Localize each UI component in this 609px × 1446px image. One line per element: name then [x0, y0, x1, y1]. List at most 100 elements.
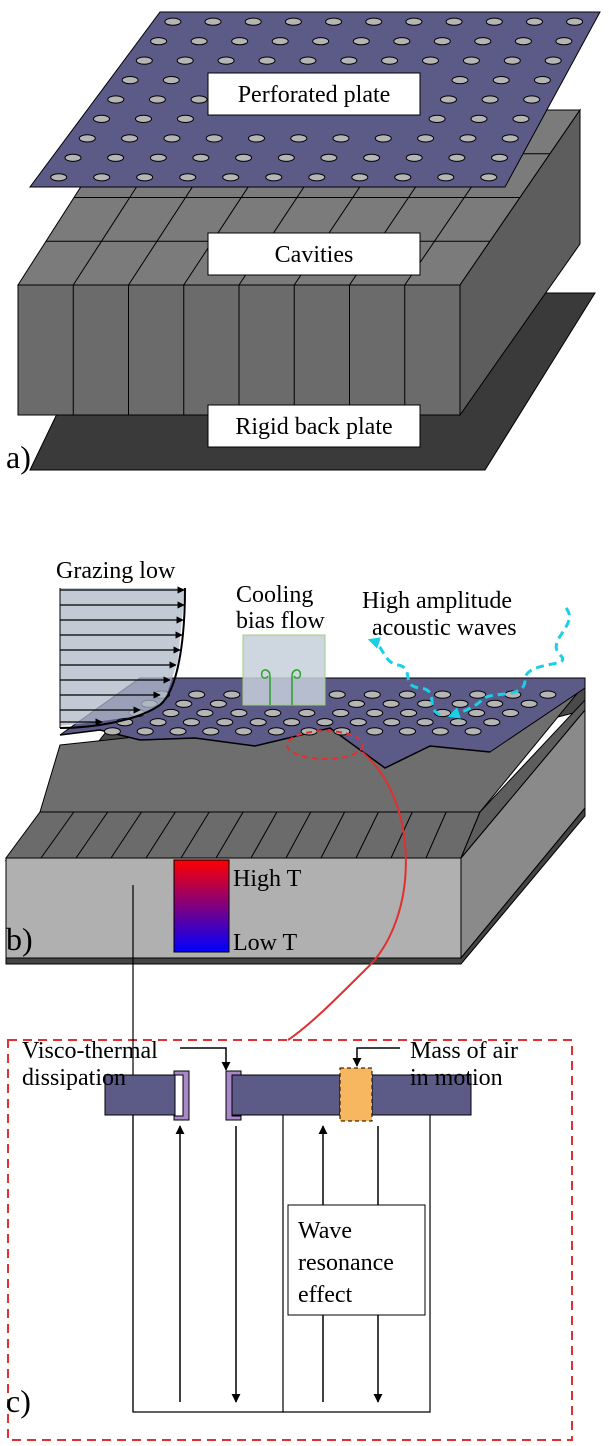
wave-resonance-label-3: effect — [298, 1282, 353, 1308]
perforation-hole — [469, 690, 487, 699]
perforation-hole — [366, 727, 384, 736]
acoustic-wave-incoming — [447, 607, 571, 719]
perforation-hole — [163, 134, 181, 143]
perforation-hole — [325, 17, 343, 26]
perforation-hole — [328, 690, 346, 699]
perforation-holes-b — [103, 690, 557, 736]
cavity-strip-line — [145, 811, 176, 859]
perforation-hole — [417, 134, 435, 143]
perforation-hole — [169, 727, 187, 736]
perforation-hole — [431, 727, 449, 736]
perforation-hole — [217, 56, 235, 65]
perforation-hole — [64, 153, 82, 162]
liner-base-strip — [5, 806, 586, 965]
cavity-strip-walls — [40, 811, 447, 859]
perforation-hole — [162, 76, 180, 85]
cavities-label: Cavities — [275, 242, 354, 268]
perforation-hole — [50, 173, 68, 182]
rigid-back-plate-label: Rigid back plate — [235, 414, 392, 440]
plate-segment-right — [371, 1074, 472, 1116]
perforation-hole — [474, 37, 492, 46]
cavity-strip-line — [425, 811, 447, 859]
cavity-strip-line — [250, 811, 278, 859]
cavity-strip-line — [390, 811, 413, 859]
perforation-hole — [179, 173, 197, 182]
perforation-hole — [470, 114, 488, 124]
panel-a: Perforated plate Cavities Rigid back pla… — [6, 11, 601, 475]
perforation-hole — [363, 153, 381, 162]
perforation-hole — [162, 708, 180, 718]
perforation-hole — [502, 708, 519, 718]
plate-segment-left — [104, 1074, 176, 1116]
perforation-hole — [93, 173, 111, 182]
perforation-hole — [121, 76, 139, 85]
zoom-frame — [7, 1039, 573, 1441]
cavity-strip-line — [180, 811, 210, 859]
cavity-strip-line — [355, 811, 379, 859]
perforation-hole — [428, 114, 446, 124]
perforation-hole — [258, 56, 276, 65]
perforation-hole — [462, 56, 480, 65]
perforation-hole — [451, 76, 469, 85]
perforation-hole — [459, 134, 477, 143]
perforation-hole — [363, 690, 381, 699]
perforation-hole — [483, 718, 501, 727]
panel-b-letter: b) — [6, 921, 33, 957]
perforation-hole — [332, 134, 350, 143]
grazing-flow-curve — [59, 587, 186, 729]
perforation-hole — [512, 114, 530, 124]
perforation-hole — [136, 173, 154, 182]
high-t-label: High T — [233, 866, 302, 892]
perforation-hole — [312, 37, 330, 46]
visco-layer-right — [225, 1070, 242, 1121]
perforation-hole — [523, 95, 541, 104]
perforation-hole — [176, 56, 194, 65]
perforation-hole — [492, 76, 510, 85]
perforation-hole — [150, 37, 168, 46]
low-t-label: Low T — [233, 930, 298, 956]
visco-layer-left — [173, 1070, 190, 1121]
grazing-flow-arrows — [60, 586, 185, 726]
perforation-hole — [320, 153, 338, 162]
perforation-hole — [433, 37, 451, 46]
perforation-hole — [175, 699, 193, 708]
perforation-hole — [188, 690, 206, 699]
cavity-strip-line — [320, 811, 346, 859]
perforation-hole — [445, 17, 463, 26]
perforation-hole — [196, 708, 214, 718]
air-mass-slug — [339, 1067, 373, 1122]
cooling-bias-flow-label-2: bias flow — [236, 608, 325, 634]
wave-resonance-box — [287, 1204, 426, 1316]
perforation-hole — [365, 17, 383, 26]
perforation-hole — [416, 718, 434, 727]
perforation-hole — [405, 17, 423, 26]
perforation-hole — [148, 95, 166, 104]
perforation-hole — [277, 153, 295, 162]
perforation-hole — [352, 37, 370, 46]
perforation-hole — [501, 134, 519, 143]
mass-pointer — [352, 1047, 400, 1067]
perforated-plate-label-box — [207, 72, 421, 116]
cavity-right-outline — [283, 1115, 431, 1413]
perforation-hole — [405, 153, 423, 162]
perforation-hole — [448, 153, 466, 162]
perforation-hole — [381, 56, 399, 65]
perforation-hole — [176, 114, 194, 124]
perforation-hole — [209, 699, 227, 708]
perforation-hole — [437, 173, 455, 182]
cavity-strip-line — [110, 811, 142, 859]
perforation-hole — [422, 56, 439, 65]
perforation-hole — [149, 153, 167, 162]
perforation-hole — [283, 718, 301, 727]
perforation-hole — [248, 134, 265, 143]
perforation-hole — [267, 727, 285, 736]
perforation-hole — [316, 718, 334, 727]
visco-thermal-label-1: Visco-thermal — [22, 1038, 158, 1064]
perforation-hole — [440, 95, 457, 104]
perforation-hole — [271, 37, 289, 46]
cavities-label-box — [207, 232, 421, 276]
perforation-hole — [503, 56, 521, 65]
perforation-hole — [544, 56, 562, 65]
bias-flow-vortex-right — [291, 669, 302, 705]
mass-of-air-label-2: in motion — [410, 1065, 503, 1091]
